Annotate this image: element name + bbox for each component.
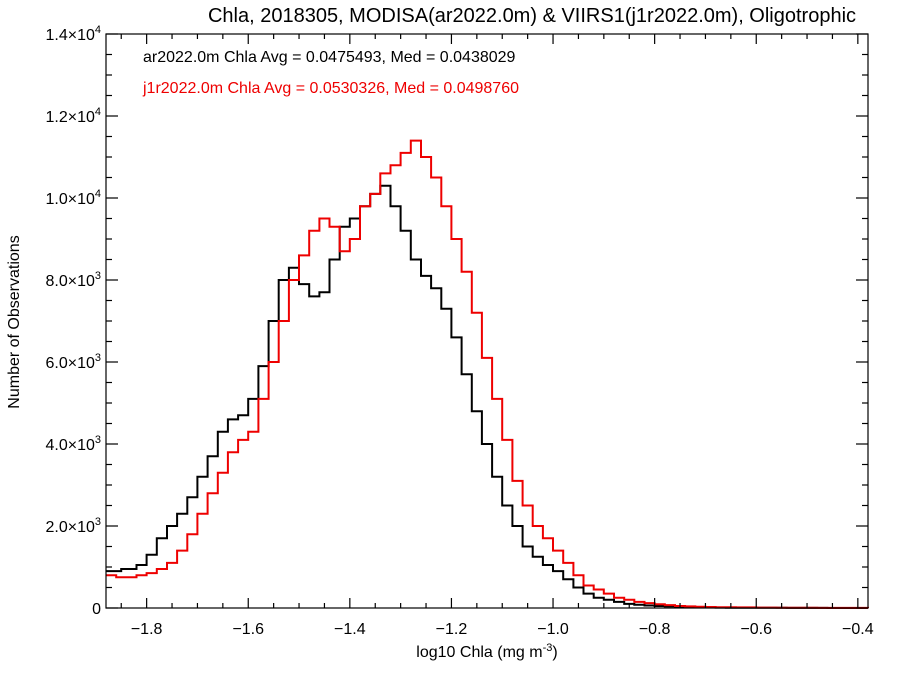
y-axis-label: Number of Observations bbox=[6, 235, 23, 408]
x-axis-label-main: log10 Chla (mg m bbox=[416, 644, 542, 661]
y-tick-label: 0 bbox=[92, 601, 101, 618]
x-tick-label: −1.2 bbox=[436, 621, 468, 638]
annotations: ar2022.0m Chla Avg = 0.0475493, Med = 0.… bbox=[142, 49, 519, 97]
x-tick-label: −1.4 bbox=[334, 621, 366, 638]
y-tick-label: 1.0×104 bbox=[45, 188, 101, 208]
x-tick-label: −1.6 bbox=[232, 621, 264, 638]
annotation-1: ar2022.0m Chla Avg = 0.0475493, Med = 0.… bbox=[143, 49, 516, 66]
series-line-1 bbox=[106, 184, 868, 609]
annotation-2: j1r2022.0m Chla Avg = 0.0530326, Med = 0… bbox=[142, 80, 519, 97]
x-axis-label-end: ) bbox=[552, 644, 557, 661]
chart-title: Chla, 2018305, MODISA(ar2022.0m) & VIIRS… bbox=[208, 5, 856, 27]
y-tick-label: 6.0×103 bbox=[45, 352, 101, 372]
x-tick-label: −1.0 bbox=[537, 621, 569, 638]
x-axis: −1.8 −1.6 −1.4 −1.2 −1.0 −0.8 −0.6 −0.4 bbox=[120, 34, 874, 638]
x-tick-label: −0.4 bbox=[842, 621, 874, 638]
y-tick-label: 1.4×104 bbox=[45, 24, 101, 44]
y-tick-label: 4.0×103 bbox=[45, 434, 101, 454]
series-line-2 bbox=[106, 139, 869, 609]
x-tick-label: −0.6 bbox=[740, 621, 772, 638]
y-tick-label: 8.0×103 bbox=[45, 270, 101, 290]
x-axis-label-superscript: -3 bbox=[543, 642, 553, 654]
y-tick-label: 1.2×104 bbox=[45, 106, 101, 126]
x-tick-label: −0.8 bbox=[639, 621, 671, 638]
y-axis: 0 2.0×103 4.0×103 6.0×103 8.0×103 1.0×104 1.2×… bbox=[45, 24, 868, 618]
series-layer bbox=[106, 139, 869, 609]
plot-frame bbox=[105, 33, 869, 609]
x-tick-label: −1.8 bbox=[131, 621, 163, 638]
y-tick-label: 2.0×103 bbox=[45, 516, 101, 536]
x-axis-label: log10 Chla (mg m-3) bbox=[416, 642, 557, 661]
